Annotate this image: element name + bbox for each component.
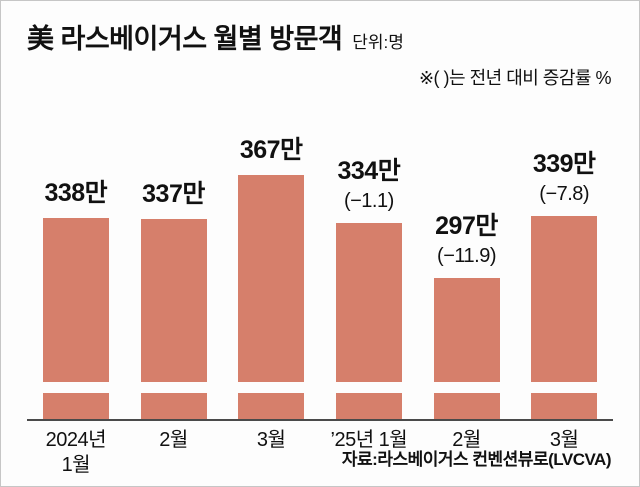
bar-column: 297만 (−11.9) xyxy=(418,156,516,420)
bar-label-stack: 337만 xyxy=(104,180,244,209)
bar xyxy=(529,216,600,420)
unit-label: 단위:명 xyxy=(352,33,404,52)
x-axis-labels: 2024년 1월 2월 3월 ’25년 1월 2월 3월 xyxy=(27,428,613,478)
bar-label-stack: 339만 (−7.8) xyxy=(494,150,634,206)
bar xyxy=(236,175,307,420)
bar-column: 339만 (−7.8) xyxy=(515,150,613,420)
bar-column: 367만 xyxy=(222,136,320,420)
x-axis-label: 3월 xyxy=(256,429,286,451)
bar xyxy=(431,278,502,420)
axis-break-gap xyxy=(333,382,404,393)
bar-value-label: 367만 xyxy=(239,136,303,165)
bar-value-label: 334만 xyxy=(337,157,401,186)
bar xyxy=(138,219,209,420)
x-axis-line xyxy=(27,419,613,421)
axis-break-gap xyxy=(529,382,600,393)
bar-change-label: (−7.8) xyxy=(539,183,590,205)
bar-column: 338만 xyxy=(27,156,125,420)
axis-break-gap xyxy=(431,382,502,393)
bar-chart: 338만 337만 367만 334만 (−1.1) 297만 (−11.9) 339만 (−7… xyxy=(27,136,613,421)
bar-label-stack: 334만 (−1.1) xyxy=(299,157,439,213)
footnote-yoy: ※( )는 전년 대비 증감률 % xyxy=(418,68,612,88)
axis-break-gap xyxy=(236,382,307,393)
x-axis-label: 2월 xyxy=(452,429,481,451)
bar xyxy=(333,223,404,420)
axis-break-gap xyxy=(40,382,111,393)
source-credit: 자료:라스베이거스 컨벤션뷰로(LVCVA) xyxy=(341,450,612,469)
bar-value-label: 338만 xyxy=(44,179,108,208)
x-axis-label: ’25년 1월 xyxy=(330,429,408,451)
bar-column: 337만 xyxy=(125,156,223,420)
bar-label-stack: 297만 (−11.9) xyxy=(397,212,537,268)
x-axis-label: 3월 xyxy=(549,429,579,451)
bar-label-stack: 338만 xyxy=(6,179,146,208)
bar-change-label: (−1.1) xyxy=(343,190,394,212)
x-axis-label: 2024년 1월 xyxy=(45,429,107,476)
bar-value-label: 339만 xyxy=(532,150,596,179)
axis-break-gap xyxy=(138,382,209,393)
x-axis-label: 2월 xyxy=(159,429,188,451)
bar-column: 334만 (−1.1) xyxy=(320,156,418,420)
bar-change-label: (−11.9) xyxy=(437,245,496,267)
bar-value-label: 297만 xyxy=(435,212,498,241)
chart-title: 美 라스베이거스 월별 방문객 xyxy=(27,24,343,54)
bar xyxy=(40,218,111,420)
bar-label-stack: 367만 xyxy=(201,136,341,165)
chart-header: 美 라스베이거스 월별 방문객 단위:명 xyxy=(1,1,639,56)
bar-value-label: 337만 xyxy=(142,180,205,209)
